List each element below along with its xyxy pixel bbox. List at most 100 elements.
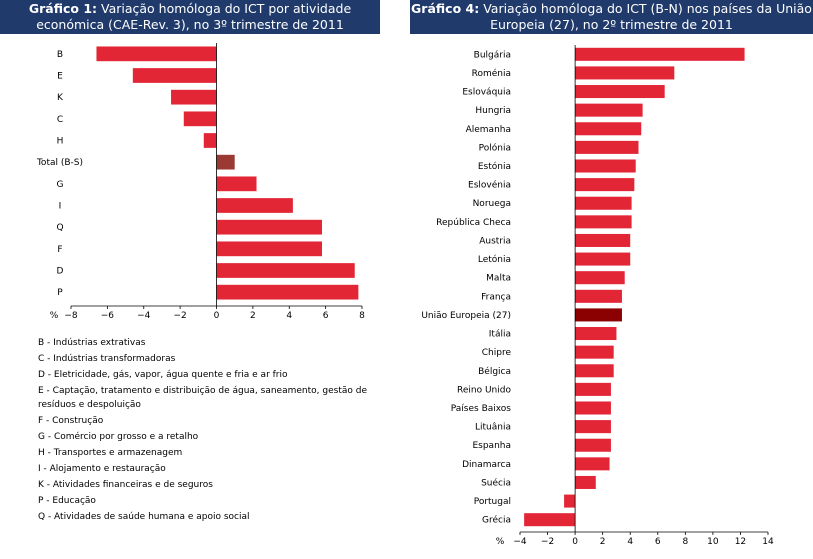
chart2-category-label: Malta <box>486 274 511 284</box>
chart2-bar <box>564 494 576 508</box>
chart2-bar <box>575 196 632 210</box>
chart2-bar <box>575 140 639 154</box>
chart1-category-label: K <box>57 93 64 103</box>
chart2-category-label: Noruega <box>473 199 511 209</box>
chart1-category-label: F <box>57 245 62 255</box>
chart2-category-label: Eslovénia <box>468 180 511 191</box>
chart2-category-label: Polónia <box>479 142 511 153</box>
chart2-category-label: União Europeia (27) <box>421 311 511 321</box>
chart1-category-label: H <box>57 137 64 147</box>
chart2-tick-label: −2 <box>541 537 554 547</box>
chart2-category-label: Portugal <box>474 497 511 507</box>
chart1-bar <box>216 154 235 170</box>
chart2-tick-label: 8 <box>682 537 688 547</box>
chart1-tick-label: 8 <box>359 311 365 321</box>
chart2-bar <box>575 475 596 489</box>
chart2-category-label: Alemanha <box>466 125 511 135</box>
chart2-category-label: Letónia <box>478 254 511 265</box>
chart2-category-label: Chipre <box>482 348 512 358</box>
chart2-tick-label: 6 <box>655 537 661 547</box>
chart2-category-label: Austria <box>479 236 511 246</box>
chart2-axis-unit: % <box>496 537 505 547</box>
chart2-category-label: Lituânia <box>475 423 511 433</box>
legend-item: G - Comércio por grosso e a retalho <box>38 432 199 442</box>
chart2-bar <box>575 271 625 285</box>
chart1-tick-label: −6 <box>101 311 115 321</box>
chart1-tick-label: −8 <box>64 311 78 321</box>
chart1-tick-label: 6 <box>323 311 329 321</box>
chart2-category-label: Roménia <box>472 68 511 79</box>
chart2-bar <box>524 513 576 527</box>
legend-item: I - Alojamento e restauração <box>38 464 166 474</box>
chart2-bar <box>575 85 665 99</box>
chart1-legend: B - Indústrias extrativas C - Indústrias … <box>38 336 380 526</box>
chart2-category-label: Itália <box>489 330 511 340</box>
chart1-category-label: I <box>59 202 62 212</box>
chart1-category-label: D <box>57 267 64 277</box>
chart2-bar <box>575 103 643 117</box>
chart2-tick-label: 10 <box>707 537 719 547</box>
chart1-bar <box>132 68 217 83</box>
chart2-bar <box>575 178 635 192</box>
chart2-category-label: Grécia <box>482 515 511 526</box>
chart1-bar <box>216 284 359 300</box>
chart1-tick-label: 0 <box>214 311 220 321</box>
chart2-bar <box>575 438 611 452</box>
chart2-bar <box>575 345 614 359</box>
chart2-header: Gráfico 4: Variação homóloga do ICT (B-N… <box>410 0 813 34</box>
chart1-bar <box>216 241 322 257</box>
chart1-tick-label: −4 <box>137 311 151 321</box>
chart2-category-label: Estónia <box>478 161 511 172</box>
legend-item: H - Transportes e armazenagem <box>38 448 183 458</box>
chart2-tick-label: −4 <box>513 537 527 547</box>
chart1-bar <box>216 219 322 235</box>
chart2-tick-label: 12 <box>735 537 746 547</box>
chart2-tick-label: 2 <box>600 537 606 547</box>
chart2-tick-label: 4 <box>627 537 633 547</box>
chart2-bar <box>575 47 745 61</box>
chart2-bar <box>575 233 631 247</box>
chart2-category-label: Hungria <box>475 106 511 116</box>
chart2-category-label: França <box>481 292 511 302</box>
chart1-category-label: Total (B-S) <box>36 158 83 168</box>
chart2-bar <box>575 308 622 322</box>
chart2-tick-label: 14 <box>762 537 774 547</box>
chart1-tick-label: 2 <box>250 311 256 321</box>
chart2-bar <box>575 122 642 136</box>
chart2-category-label: Espanha <box>472 441 511 451</box>
chart2-bar <box>575 252 631 266</box>
chart1-bar <box>203 133 217 148</box>
chart2-bar <box>575 327 617 341</box>
chart1-axis-unit: % <box>50 311 59 321</box>
chart2-bar <box>575 420 611 434</box>
chart2-bar <box>575 289 622 303</box>
chart1-bar <box>216 198 293 213</box>
chart2-bar <box>575 382 611 396</box>
chart1-title: Variação homóloga do ICT por atividade e… <box>36 1 352 32</box>
legend-item: P - Educação <box>38 496 96 506</box>
chart1-bar <box>183 111 217 127</box>
chart2-bar <box>575 457 610 471</box>
chart1-category-label: G <box>57 180 64 190</box>
chart2-category-label: Bélgica <box>478 366 511 377</box>
legend-item: Q - Atividades de saúde humana e apoio s… <box>38 512 250 522</box>
chart1-bar <box>216 176 257 192</box>
chart2-category-label: República Checa <box>436 218 511 228</box>
chart2-bar <box>575 364 614 378</box>
chart1-category-label: Q <box>56 223 63 233</box>
chart1-bar <box>96 46 217 62</box>
chart2-category-label: Eslováquia <box>462 88 511 98</box>
chart1-category-label: E <box>57 72 63 82</box>
chart2-category-label: Suécia <box>481 477 511 488</box>
chart1-bar <box>171 89 217 105</box>
legend-item: C - Indústrias transformadoras <box>38 354 176 364</box>
legend-item: K - Atividades financeiras e de seguros <box>38 480 213 490</box>
chart1-tick-label: 4 <box>286 311 292 321</box>
legend-item: B - Indústrias extrativas <box>38 338 146 348</box>
chart1-category-label: C <box>57 115 63 125</box>
chart1-title-bold: Gráfico 1: <box>28 1 98 16</box>
legend-item: E - Captação, tratamento e distribuição … <box>38 386 367 410</box>
chart2-bar <box>575 401 611 415</box>
